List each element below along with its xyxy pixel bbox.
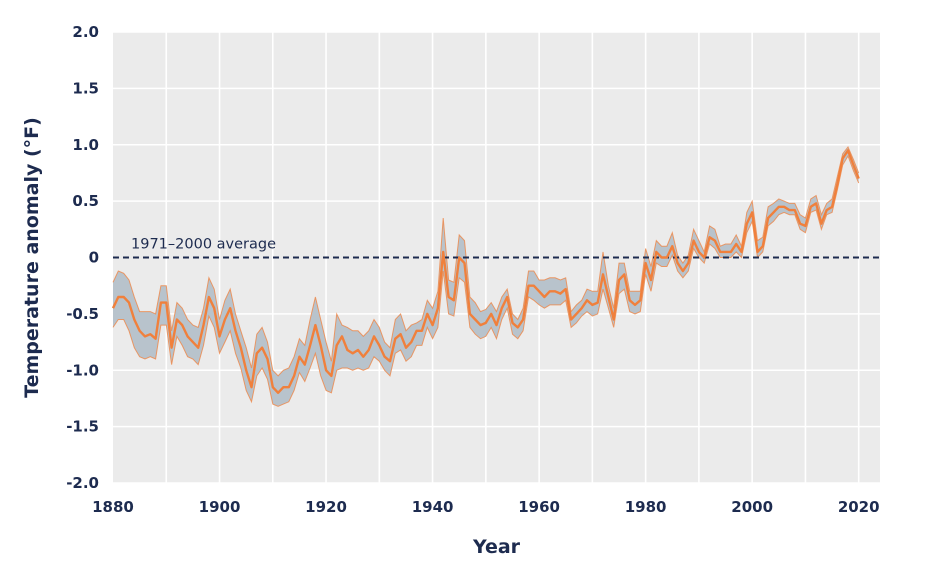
- x-tick-label: 1880: [92, 498, 134, 516]
- x-tick-label: 1920: [305, 498, 347, 516]
- band-lower-edge: [112, 154, 860, 407]
- y-axis-title: Temperature anomaly (°F): [21, 117, 43, 398]
- y-axis-tick-labels: 2.0 1.5 1.0 0.5 0 -0.5 -1.0 -1.5 -2.0: [66, 23, 99, 492]
- y-tick-label: -1.5: [66, 418, 99, 436]
- series-line-temperature-anomaly: [111, 149, 860, 394]
- y-tick-label: 2.0: [72, 23, 99, 41]
- x-tick-label: 1980: [625, 498, 667, 516]
- x-tick-label: 2020: [838, 498, 880, 516]
- x-axis-title: Year: [472, 536, 521, 558]
- y-tick-label: 1.0: [72, 136, 99, 154]
- y-tick-label: 0: [89, 249, 99, 267]
- band-upper-edge: [112, 146, 860, 377]
- reference-line-label: 1971–2000 average: [131, 237, 276, 253]
- x-axis-tick-labels: 1880 1900 1920 1940 1960 1980 2000 2020: [92, 498, 879, 516]
- x-tick-label: 1960: [518, 498, 560, 516]
- y-tick-label: -2.0: [66, 474, 99, 492]
- y-tick-label: 1.5: [72, 79, 99, 97]
- y-tick-label: -0.5: [66, 305, 99, 323]
- x-tick-label: 2000: [731, 498, 773, 516]
- y-tick-label: -1.0: [66, 361, 99, 379]
- x-tick-label: 1940: [412, 498, 454, 516]
- y-tick-label: 0.5: [72, 192, 99, 210]
- uncertainty-band: [113, 147, 859, 407]
- x-tick-label: 1900: [199, 498, 241, 516]
